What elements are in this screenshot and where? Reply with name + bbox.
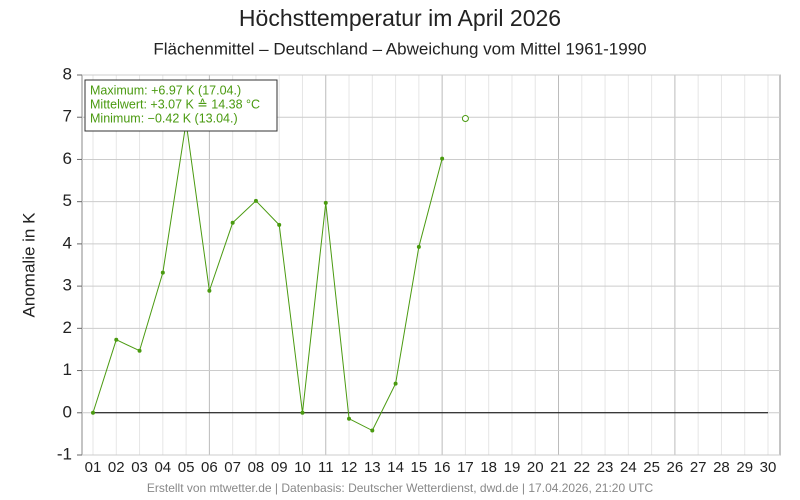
x-tick-label: 17: [457, 459, 474, 476]
x-tick-label: 18: [480, 459, 497, 476]
annotation: Minimum: −0.42 K (13.04.): [90, 111, 238, 125]
x-tick-label: 11: [318, 459, 334, 476]
y-tick-label: 7: [63, 107, 72, 126]
x-tick-label: 15: [411, 459, 428, 476]
x-tick-label: 24: [620, 459, 637, 476]
annotation: Maximum: +6.97 K (17.04.): [90, 83, 241, 97]
x-tick-label: 27: [690, 459, 707, 476]
x-tick-label: 13: [364, 459, 381, 476]
x-tick-label: 26: [667, 459, 684, 476]
y-tick-label: 0: [63, 402, 72, 421]
x-tick-label: 03: [131, 459, 148, 476]
x-tick-label: 05: [178, 459, 195, 476]
x-tick-label: 10: [294, 459, 311, 476]
y-tick-label: 5: [63, 191, 72, 210]
x-tick-label: 16: [434, 459, 451, 476]
point: [114, 337, 119, 342]
x-tick-label: 23: [597, 459, 614, 476]
x-tick-label: 25: [643, 459, 660, 476]
point: [393, 381, 398, 386]
y-axis-label: Anomalie in K: [19, 212, 38, 318]
x-tick-label: 07: [224, 459, 241, 476]
series-line: [92, 122, 443, 432]
x-tick-label: 12: [341, 459, 358, 476]
x-tick-label: 21: [550, 459, 567, 476]
point: [253, 198, 258, 203]
open-point: [461, 114, 469, 122]
point: [277, 222, 282, 227]
x-tick-label: 04: [154, 459, 171, 476]
point: [137, 348, 142, 353]
y-tick-label: 8: [63, 64, 72, 83]
annotation: Mittelwert: +3.07 K ≙ 14.38 °C: [90, 97, 260, 111]
y-tick-label: 3: [63, 276, 72, 295]
annotation-box: [84, 79, 278, 132]
point: [91, 410, 95, 415]
y-tick-label: 2: [63, 318, 72, 337]
point: [347, 416, 352, 421]
x-tick-label: 14: [387, 459, 404, 476]
x-tick-label: 30: [760, 459, 777, 476]
y-tick-label: 6: [63, 149, 72, 168]
point: [160, 270, 165, 275]
point: [300, 410, 305, 415]
point: [370, 428, 375, 433]
chart-subtitle: Flächenmittel – Deutschland – Abweichung…: [153, 39, 646, 58]
x-tick-label: 08: [248, 459, 265, 476]
point: [416, 244, 421, 249]
x-tick-label: 19: [504, 459, 521, 476]
y-tick-label: 4: [63, 233, 72, 252]
point: [230, 220, 235, 225]
x-tick-label: 20: [527, 459, 544, 476]
chart-title: Höchsttemperatur im April 2026: [239, 5, 561, 31]
x-tick-label: 06: [201, 459, 218, 476]
x-tick-label: 22: [573, 459, 590, 476]
y-tick-label: 1: [63, 360, 72, 379]
footer: Erstellt von mtwetter.de | Datenbasis: D…: [147, 481, 654, 495]
x-tick-label: 01: [85, 459, 102, 476]
point: [323, 200, 328, 205]
x-tick-label: 28: [713, 459, 730, 476]
x-tick-label: 29: [736, 459, 753, 476]
y-tick-label: -1: [57, 444, 72, 463]
point: [440, 156, 445, 161]
point: [207, 288, 212, 293]
plot-area: [81, 74, 781, 456]
x-tick-label: 02: [108, 459, 125, 476]
x-tick-label: 09: [271, 459, 288, 476]
grid: 01 02 03 04 05 06 07 08 09 10 11 12 13 14 15 16 17 18 19 20…: [57, 64, 780, 476]
